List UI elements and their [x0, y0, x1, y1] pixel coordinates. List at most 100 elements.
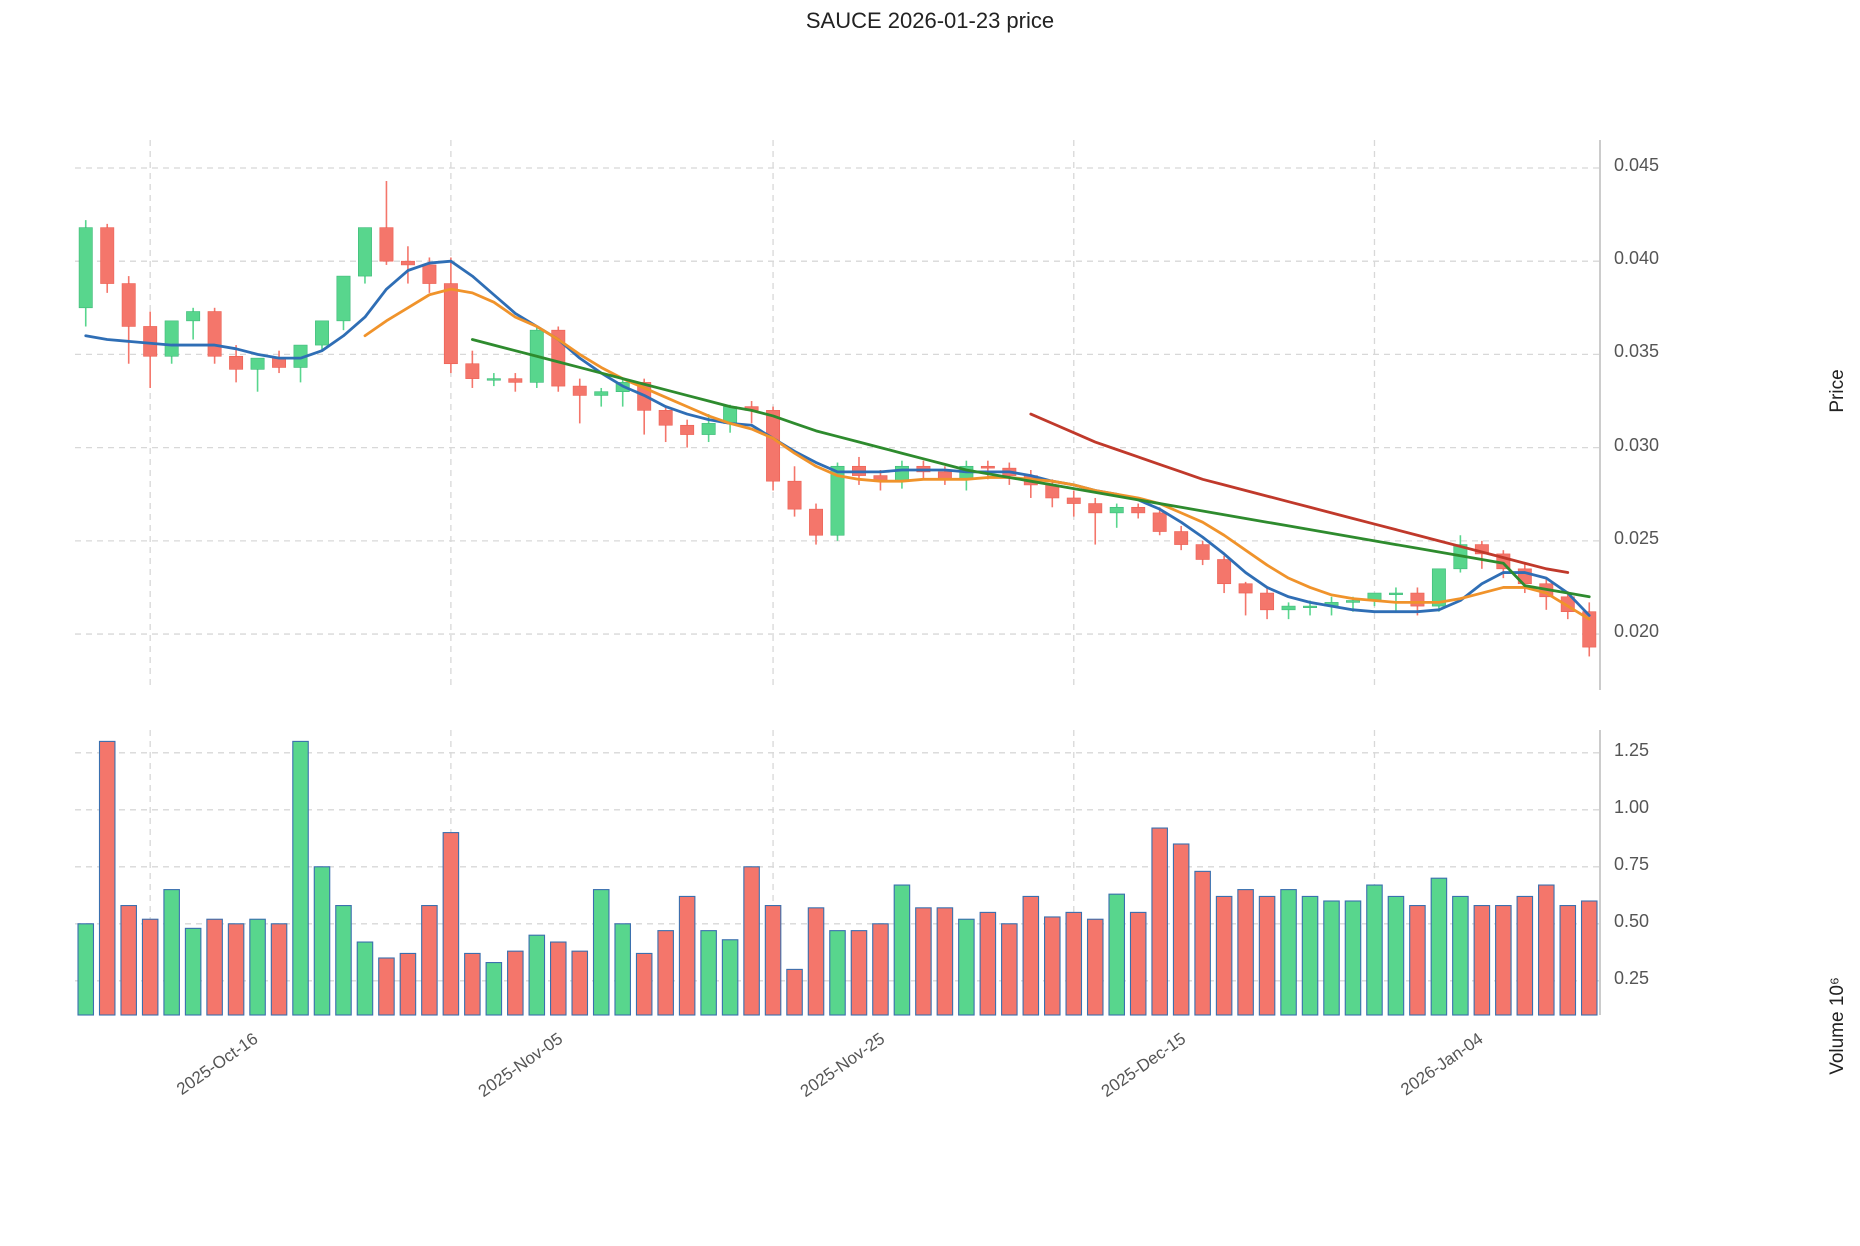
volume-bar[interactable]: [1324, 901, 1339, 1015]
volume-bar[interactable]: [422, 906, 437, 1015]
candlestick-bar[interactable]: [122, 284, 135, 327]
volume-bar[interactable]: [142, 919, 157, 1015]
volume-bar[interactable]: [1496, 906, 1511, 1015]
volume-bar[interactable]: [443, 833, 458, 1015]
candlestick-bar[interactable]: [79, 228, 92, 308]
volume-bar[interactable]: [1367, 885, 1382, 1015]
volume-bar[interactable]: [615, 924, 630, 1015]
volume-bar[interactable]: [808, 908, 823, 1015]
volume-bar[interactable]: [916, 908, 931, 1015]
volume-bar[interactable]: [787, 969, 802, 1015]
candlestick-bar[interactable]: [144, 326, 157, 356]
candlestick-bar[interactable]: [1346, 601, 1359, 603]
candlestick-bar[interactable]: [1153, 513, 1166, 532]
volume-bar[interactable]: [99, 741, 114, 1015]
volume-bar[interactable]: [1345, 901, 1360, 1015]
volume-bar[interactable]: [1582, 901, 1597, 1015]
candlestick-bar[interactable]: [766, 410, 779, 481]
volume-bar[interactable]: [1002, 924, 1017, 1015]
candlestick-bar[interactable]: [981, 466, 994, 468]
volume-bar[interactable]: [1195, 871, 1210, 1015]
volume-bar[interactable]: [1088, 919, 1103, 1015]
volume-bar[interactable]: [1152, 828, 1167, 1015]
candlestick-bar[interactable]: [251, 358, 264, 369]
volume-bar[interactable]: [228, 924, 243, 1015]
volume-bar[interactable]: [701, 931, 716, 1015]
candlestick-bar[interactable]: [809, 509, 822, 535]
volume-bar[interactable]: [1517, 896, 1532, 1015]
candlestick-bar[interactable]: [573, 386, 586, 395]
volume-bar[interactable]: [1431, 878, 1446, 1015]
volume-bar[interactable]: [873, 924, 888, 1015]
candlestick-bar[interactable]: [680, 425, 693, 434]
candlestick-bar[interactable]: [1303, 606, 1316, 608]
candlestick-bar[interactable]: [315, 321, 328, 345]
candlestick-bar[interactable]: [337, 276, 350, 321]
volume-bar[interactable]: [679, 896, 694, 1015]
volume-bar[interactable]: [1539, 885, 1554, 1015]
volume-bar[interactable]: [1216, 896, 1231, 1015]
candlestick-bar[interactable]: [1411, 593, 1424, 606]
candlestick-bar[interactable]: [423, 265, 436, 284]
candlestick-bar[interactable]: [358, 228, 371, 276]
candlestick-bar[interactable]: [1282, 606, 1295, 610]
volume-bar[interactable]: [1474, 906, 1489, 1015]
candlestick-bar[interactable]: [186, 312, 199, 321]
volume-bar[interactable]: [894, 885, 909, 1015]
candlestick-bar[interactable]: [401, 261, 414, 265]
volume-bar[interactable]: [250, 919, 265, 1015]
candlestick-bar[interactable]: [1132, 507, 1145, 513]
volume-bar[interactable]: [1410, 906, 1425, 1015]
volume-bar[interactable]: [980, 912, 995, 1015]
volume-bar[interactable]: [1388, 896, 1403, 1015]
volume-bar[interactable]: [508, 951, 523, 1015]
volume-bar[interactable]: [744, 867, 759, 1015]
volume-bar[interactable]: [594, 890, 609, 1015]
volume-bar[interactable]: [207, 919, 222, 1015]
volume-bar[interactable]: [830, 931, 845, 1015]
volume-bar[interactable]: [572, 951, 587, 1015]
volume-bar[interactable]: [1066, 912, 1081, 1015]
candlestick-bar[interactable]: [702, 423, 715, 434]
candlestick-bar[interactable]: [1089, 504, 1102, 513]
candlestick-bar[interactable]: [380, 228, 393, 262]
volume-bar[interactable]: [636, 953, 651, 1015]
volume-bar[interactable]: [1173, 844, 1188, 1015]
volume-bar[interactable]: [185, 928, 200, 1015]
candlestick-bar[interactable]: [1389, 593, 1402, 595]
volume-bar[interactable]: [78, 924, 93, 1015]
candlestick-bar[interactable]: [509, 379, 522, 383]
candlestick-bar[interactable]: [101, 228, 114, 284]
volume-bar[interactable]: [959, 919, 974, 1015]
volume-bar[interactable]: [164, 890, 179, 1015]
candlestick-bar[interactable]: [466, 364, 479, 379]
candlestick-bar[interactable]: [788, 481, 801, 509]
volume-bar[interactable]: [293, 741, 308, 1015]
candlestick-bar[interactable]: [165, 321, 178, 356]
volume-bar[interactable]: [851, 931, 866, 1015]
volume-bar[interactable]: [1453, 896, 1468, 1015]
volume-bar[interactable]: [400, 953, 415, 1015]
volume-bar[interactable]: [529, 935, 544, 1015]
candlestick-bar[interactable]: [595, 392, 608, 396]
volume-bar[interactable]: [336, 906, 351, 1015]
volume-bar[interactable]: [1023, 896, 1038, 1015]
candlestick-bar[interactable]: [487, 379, 500, 381]
volume-bar[interactable]: [937, 908, 952, 1015]
volume-bar[interactable]: [1045, 917, 1060, 1015]
volume-bar[interactable]: [379, 958, 394, 1015]
candlestick-bar[interactable]: [1239, 584, 1252, 593]
volume-bar[interactable]: [121, 906, 136, 1015]
candlestick-bar[interactable]: [1196, 545, 1209, 560]
volume-bar[interactable]: [271, 924, 286, 1015]
candlestick-bar[interactable]: [1067, 498, 1080, 504]
candlestick-bar[interactable]: [444, 284, 457, 364]
volume-bar[interactable]: [357, 942, 372, 1015]
volume-bar[interactable]: [465, 953, 480, 1015]
volume-bar[interactable]: [486, 963, 501, 1015]
candlestick-bar[interactable]: [229, 356, 242, 369]
volume-bar[interactable]: [1281, 890, 1296, 1015]
candlestick-bar[interactable]: [1110, 507, 1123, 513]
volume-bar[interactable]: [1560, 906, 1575, 1015]
candlestick-bar[interactable]: [1217, 559, 1230, 583]
